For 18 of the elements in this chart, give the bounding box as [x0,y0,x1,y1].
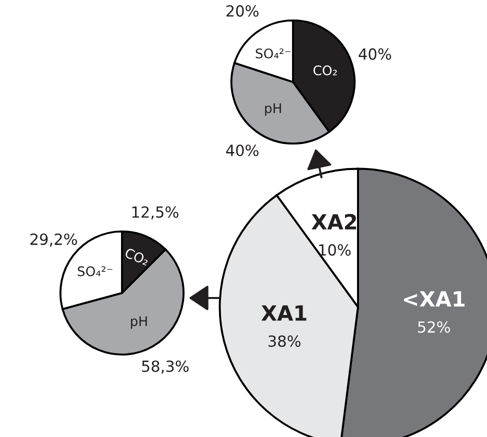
data-label: 29,2% [30,233,77,247]
slice-label: SO₄²⁻ [78,266,112,276]
data-label: 10% [319,244,351,256]
data-label: 58,3% [142,360,189,374]
data-label: 40% [358,48,392,60]
slice-label: XA1 [261,305,306,321]
slice-label: pH [131,316,147,329]
data-label: 40% [226,144,258,156]
slice-label: SO₄²⁻ [256,48,290,58]
slice-label: XA2 [312,214,356,230]
slice-label: CO₂ [313,65,337,76]
slice-label: <XA1 [404,291,465,306]
data-label: 38% [268,335,300,347]
data-label: 52% [418,321,450,333]
slice-label: pH [265,103,281,116]
slice-label: CO₂ [124,248,150,266]
data-label: 12,5% [132,206,178,220]
data-label: 20% [226,5,258,17]
